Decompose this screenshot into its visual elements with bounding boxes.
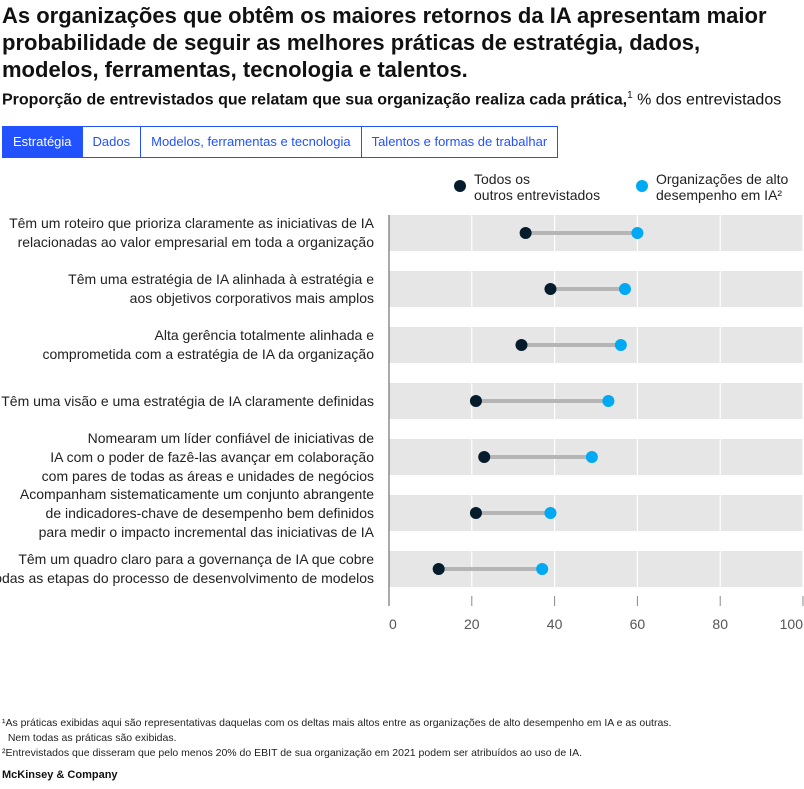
x-tick-label: 0 — [389, 616, 397, 632]
legend-marker-others — [454, 180, 466, 192]
row-label-line: aos objetivos corporativos mais amplos — [129, 290, 374, 306]
footnotes: ¹As práticas exibidas aqui são represent… — [2, 716, 671, 761]
row-band — [389, 495, 803, 531]
point-high-performers — [602, 395, 615, 407]
row-label-line: Têm uma estratégia de IA alinhada à estr… — [68, 271, 374, 287]
x-tick-label: 80 — [712, 616, 728, 632]
subtitle-unit: % dos entrevistados — [632, 91, 782, 109]
row-label: Têm um quadro claro para a governança de… — [0, 550, 374, 588]
row-label: Têm um roteiro que prioriza claramente a… — [9, 214, 374, 252]
row-label: Nomearam um líder confiável de iniciativ… — [42, 429, 374, 486]
x-tick-label: 40 — [547, 616, 563, 632]
legend-high-line1: Organizações de alto — [656, 171, 789, 187]
point-others — [469, 507, 482, 519]
x-tick-label: 20 — [464, 616, 480, 632]
tab-dados[interactable]: Dados — [81, 127, 141, 157]
legend-high-line2: desempenho em IA² — [656, 187, 783, 203]
x-tick-label: 60 — [630, 616, 646, 632]
subtitle-bold: Proporção de entrevistados que relatam q… — [2, 91, 628, 109]
row-label-line: para medir o impacto incremental das ini… — [38, 523, 374, 540]
point-others — [519, 227, 532, 239]
row-label-line: com pares de todas as áreas e unidades d… — [41, 467, 374, 484]
mckinsey-logo: McKinsey & Company — [2, 769, 118, 781]
subtitle-footnote-ref: 1 — [627, 90, 633, 101]
row-label-line: todas as etapas do processo de desenvolv… — [0, 570, 374, 586]
point-others — [469, 395, 482, 407]
tab-modelos-ferramentas-tecnologia[interactable]: Modelos, ferramentas e tecnologia — [140, 127, 361, 157]
row-label-line: Acompanham sistematicamente um conjunto … — [19, 485, 374, 502]
point-high-performers — [614, 339, 627, 351]
row-label: Acompanham sistematicamente um conjunto … — [20, 485, 374, 542]
category-tabs: Estratégia Dados Modelos, ferramentas e … — [2, 126, 559, 158]
row-label: Alta gerência totalmente alinhada e compr… — [42, 326, 374, 364]
row-label-line: IA com o poder de fazê-las avançar em co… — [50, 448, 374, 465]
point-others — [515, 339, 528, 351]
footnote-1-cont: Nem todas as práticas são exibidas. — [2, 732, 177, 744]
x-tick-label: 100 — [780, 616, 804, 632]
row-label-line: Têm um roteiro que prioriza claramente a… — [9, 215, 374, 231]
point-high-performers — [585, 451, 598, 463]
tab-estrategia[interactable]: Estratégia — [3, 127, 82, 157]
point-high-performers — [631, 227, 644, 239]
point-high-performers — [544, 507, 557, 519]
point-high-performers — [618, 283, 631, 295]
point-high-performers — [536, 563, 549, 575]
row-label-line: Nomearam um líder confiável de iniciativ… — [87, 429, 374, 446]
legend-label-high: Organizações de alto desempenho em IA² — [656, 171, 788, 203]
dumbbell-chart: 0 20 40 60 80 100 — [388, 215, 804, 632]
row-label: Têm uma visão e uma estratégia de IA cla… — [1, 392, 374, 411]
row-label-line: relacionadas ao valor empresarial em tod… — [17, 234, 374, 250]
legend-others-line1: Todos os — [474, 171, 531, 187]
row-label-line: Têm uma visão e uma estratégia de IA cla… — [1, 392, 374, 409]
row-label-line: de indicadores-chave de desempenho bem d… — [45, 504, 374, 521]
point-others — [478, 451, 491, 463]
legend-label-others: Todos os outros entrevistados — [474, 171, 600, 203]
legend-marker-high — [636, 180, 648, 192]
footnote-1: ¹As práticas exibidas aqui são represent… — [2, 717, 672, 729]
row-label-line: comprometida com a estratégia de IA da o… — [42, 346, 374, 362]
point-others — [432, 563, 445, 575]
footnote-2: ²Entrevistados que disseram que pelo men… — [2, 747, 582, 759]
chart-title: As organizações que obtêm os maiores ret… — [2, 3, 767, 82]
point-others — [544, 283, 557, 295]
legend-others-line2: outros entrevistados — [474, 187, 601, 203]
tab-talentos[interactable]: Talentos e formas de trabalhar — [360, 127, 558, 157]
row-label: Têm uma estratégia de IA alinhada à estr… — [68, 270, 374, 308]
row-label-line: Têm um quadro claro para a governança de… — [18, 551, 374, 567]
chart-subtitle: Proporção de entrevistados que relatam q… — [2, 86, 802, 110]
row-label-line: Alta gerência totalmente alinhada e — [154, 327, 374, 343]
